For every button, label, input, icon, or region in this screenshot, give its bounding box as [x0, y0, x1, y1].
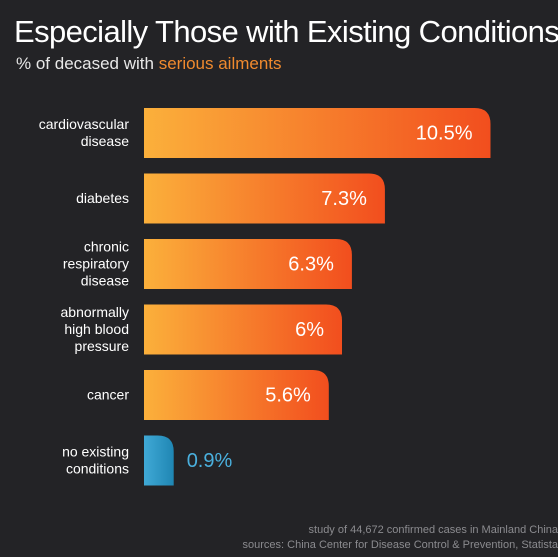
category-label-2: chronic respiratory disease	[63, 238, 129, 288]
category-label-5: no existing conditions	[62, 443, 129, 476]
category-label-line: respiratory	[63, 255, 129, 271]
category-label-1: diabetes	[76, 190, 129, 206]
bar-1	[144, 173, 385, 224]
category-label-4: cancer	[87, 386, 129, 402]
bar-3	[144, 304, 342, 355]
category-label-line: high blood	[64, 321, 129, 337]
value-label-1: 7.3%	[321, 188, 367, 210]
category-label-3: abnormally high blood pressure	[61, 304, 130, 354]
value-label-5: 0.9%	[187, 450, 233, 472]
category-label-line: diabetes	[76, 190, 129, 206]
category-label-0: cardiovascular disease	[39, 116, 130, 149]
category-label-line: abnormally	[61, 304, 129, 320]
chart-subtitle: % of decased with serious ailments	[16, 54, 282, 74]
value-label-0: 10.5%	[416, 122, 473, 144]
footer-study-note: study of 44,672 confirmed cases in Mainl…	[308, 524, 558, 536]
category-label-line: conditions	[66, 460, 129, 476]
value-label-2: 6.3%	[288, 253, 334, 275]
chart-title: Especially Those with Existing Condition…	[14, 14, 558, 49]
bar-4	[144, 370, 329, 420]
value-label-3: 6%	[295, 319, 324, 341]
footer-sources: sources: China Center for Disease Contro…	[242, 539, 558, 551]
subtitle-prefix: % of decased with	[16, 54, 159, 73]
chart-footer: study of 44,672 confirmed cases in Mainl…	[243, 523, 558, 553]
category-label-line: pressure	[75, 338, 130, 354]
bar-5	[144, 435, 174, 486]
bar-0	[144, 108, 491, 158]
category-label-line: no existing	[62, 443, 129, 459]
bars-layer: 10.5%cardiovascular disease7.3%diabetes6.…	[39, 108, 491, 486]
value-label-4: 5.6%	[265, 384, 311, 406]
category-label-line: cancer	[87, 386, 129, 402]
category-label-line: disease	[81, 133, 129, 149]
bar-2	[144, 239, 352, 289]
category-label-line: cardiovascular	[39, 116, 130, 132]
category-label-line: chronic	[84, 238, 129, 254]
subtitle-highlight: serious ailments	[158, 54, 282, 73]
category-label-line: disease	[81, 272, 129, 288]
